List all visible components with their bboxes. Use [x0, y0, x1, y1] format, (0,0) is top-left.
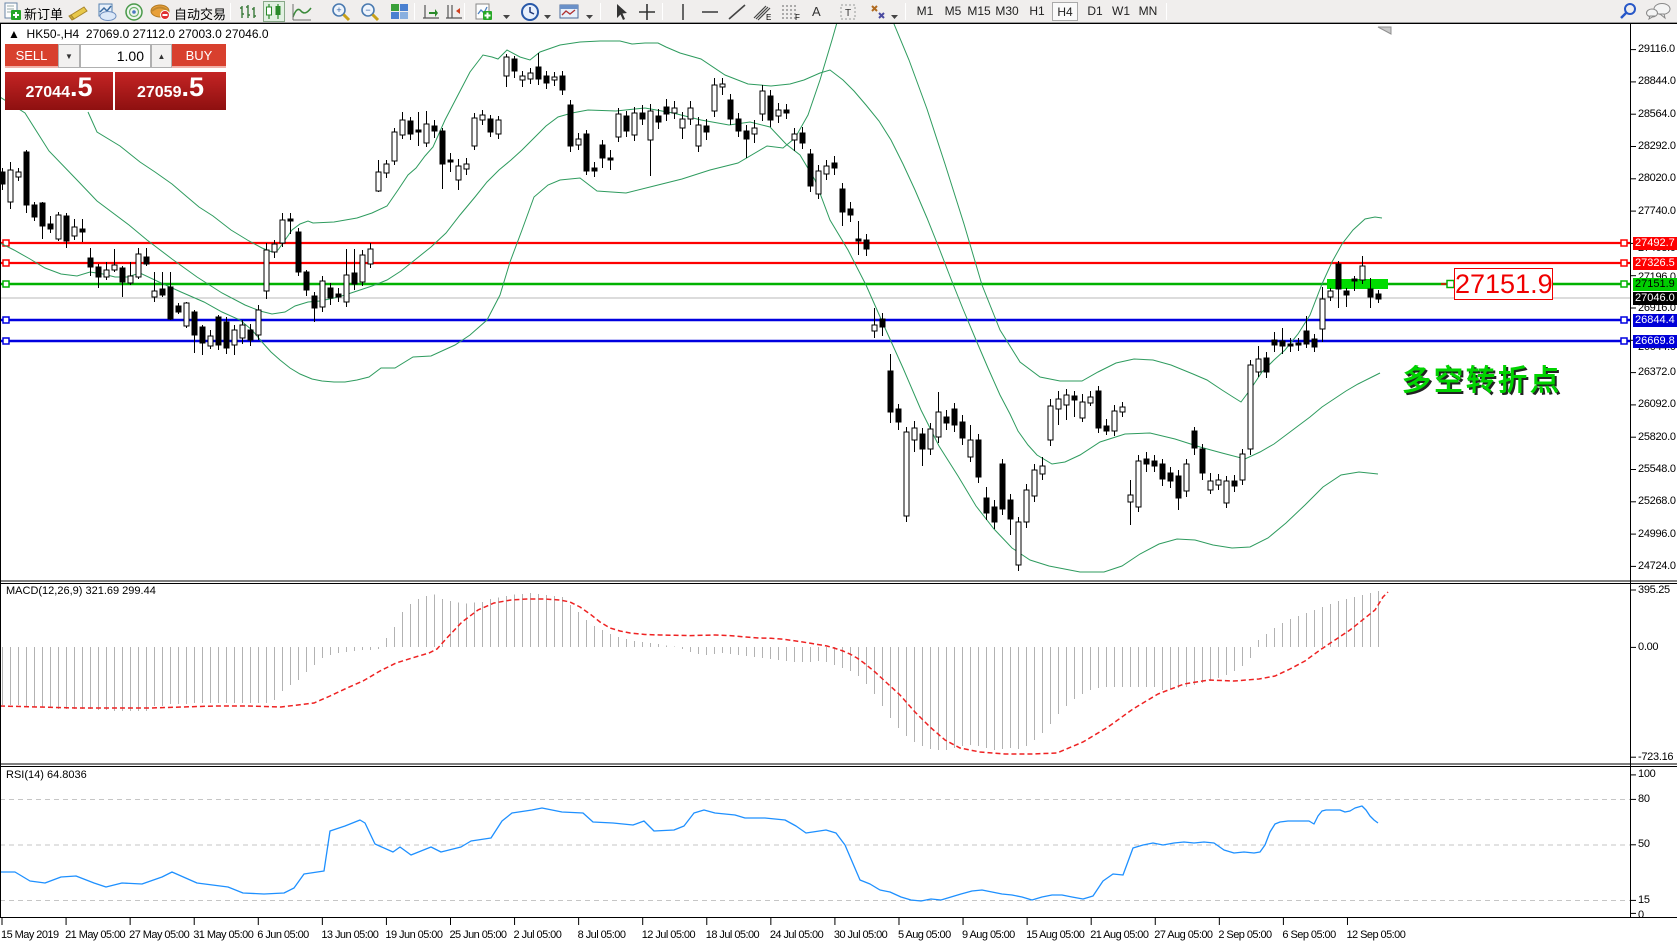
svg-text:+: + [336, 5, 341, 15]
svg-text:E: E [766, 13, 771, 22]
svg-text:T: T [845, 8, 851, 19]
svg-text:F: F [795, 13, 800, 22]
svg-text:−: − [365, 5, 370, 15]
